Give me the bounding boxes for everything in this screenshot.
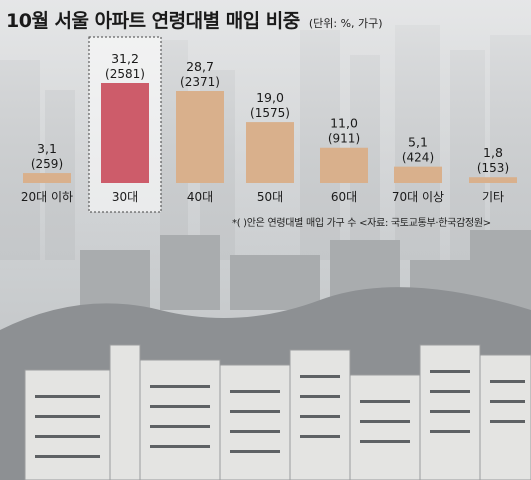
count-label-3: (2371) xyxy=(180,75,220,89)
value-label-4: 19,0 xyxy=(256,90,284,105)
bar-2 xyxy=(101,83,149,183)
value-label-1: 3,1 xyxy=(37,141,57,156)
count-label-2: (2581) xyxy=(105,67,145,81)
count-label-7: (153) xyxy=(477,161,509,175)
unit-label: (단위: %, 가구) xyxy=(308,17,383,30)
count-label-6: (424) xyxy=(402,151,434,165)
count-label-4: (1575) xyxy=(250,106,290,120)
source-note: *( )안은 연령대별 매입 가구 수 <자료: 국토교통부·한국감정원> xyxy=(232,218,491,229)
value-label-7: 1,8 xyxy=(483,145,503,160)
chart-title: 10월 서울 아파트 연령대별 매입 비중 xyxy=(6,10,300,32)
category-label-6: 70대 이상 xyxy=(392,190,444,204)
value-label-2: 31,2 xyxy=(111,51,139,66)
count-label-1: (259) xyxy=(31,157,63,171)
bar-4 xyxy=(246,122,294,183)
category-label-5: 60대 xyxy=(331,190,357,204)
category-label-1: 20대 이하 xyxy=(21,190,73,204)
chart-header: 10월 서울 아파트 연령대별 매입 비중 (단위: %, 가구) xyxy=(6,6,383,33)
bar-6 xyxy=(394,166,442,183)
category-label-3: 40대 xyxy=(187,190,213,204)
bar-1 xyxy=(23,173,71,183)
category-label-7: 기타 xyxy=(482,190,504,204)
category-label-4: 50대 xyxy=(257,190,283,204)
bar-3 xyxy=(176,91,224,183)
bar-7 xyxy=(469,177,517,183)
value-label-5: 11,0 xyxy=(330,116,358,131)
category-label-2: 30대 xyxy=(112,190,138,204)
value-label-3: 28,7 xyxy=(186,59,214,74)
count-label-5: (911) xyxy=(328,132,360,146)
value-label-6: 5,1 xyxy=(408,135,428,150)
bar-5 xyxy=(320,147,368,183)
